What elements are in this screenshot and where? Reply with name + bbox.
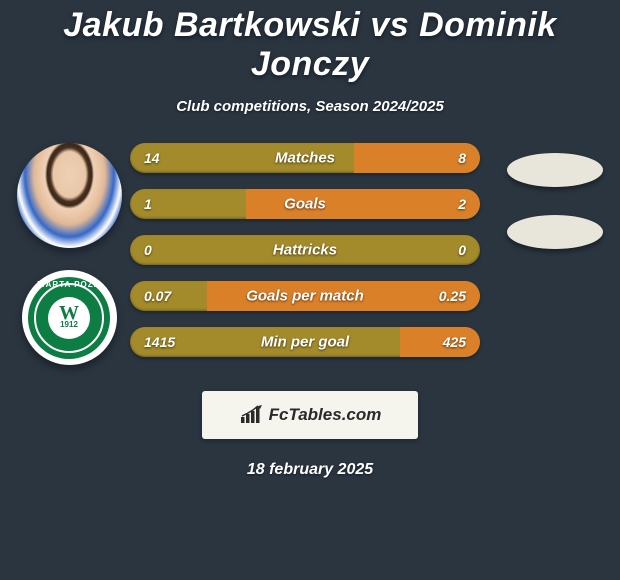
stat-left-value: 14 xyxy=(144,150,160,166)
stat-bar: 1415 Min per goal 425 xyxy=(130,327,480,357)
stat-right-value: 0 xyxy=(458,242,466,258)
left-column: WARTA POZN W 1912 xyxy=(0,143,130,373)
stat-right-value: 0.25 xyxy=(439,288,466,304)
watermark: FcTables.com xyxy=(202,391,418,439)
date-label: 18 february 2025 xyxy=(0,461,620,479)
stat-bar: 0 Hattricks 0 xyxy=(130,235,480,265)
stat-bar: 14 Matches 8 xyxy=(130,143,480,173)
stat-label: Hattricks xyxy=(273,242,337,259)
stat-label: Min per goal xyxy=(261,334,349,351)
page-title: Jakub Bartkowski vs Dominik Jonczy xyxy=(0,6,620,84)
stat-left-value: 0.07 xyxy=(144,288,171,304)
player-photo xyxy=(17,143,122,248)
stat-left-value: 1 xyxy=(144,196,152,212)
stat-right-value: 2 xyxy=(458,196,466,212)
chart-icon xyxy=(239,405,265,425)
club-arc-text: WARTA POZN xyxy=(38,280,101,289)
stat-label: Goals per match xyxy=(246,288,364,305)
silhouette-oval xyxy=(507,215,603,249)
stat-right-value: 8 xyxy=(458,150,466,166)
stat-fill xyxy=(246,189,481,219)
watermark-text: FcTables.com xyxy=(269,405,382,425)
stat-right-value: 425 xyxy=(443,334,466,350)
club-logo: WARTA POZN W 1912 xyxy=(22,270,117,365)
stat-left-value: 1415 xyxy=(144,334,175,350)
content-row: WARTA POZN W 1912 14 Matches 8 1 Goals 2 0 Hatt… xyxy=(0,143,620,373)
stats-column: 14 Matches 8 1 Goals 2 0 Hattricks 0 0.07 Goals pe… xyxy=(130,143,490,373)
stat-left-value: 0 xyxy=(144,242,152,258)
stat-bar: 1 Goals 2 xyxy=(130,189,480,219)
stat-bar: 0.07 Goals per match 0.25 xyxy=(130,281,480,311)
stat-fill xyxy=(400,327,481,357)
subtitle: Club competitions, Season 2024/2025 xyxy=(0,98,620,115)
club-logo-band xyxy=(34,283,104,353)
club-logo-inner: WARTA POZN W 1912 xyxy=(28,277,110,359)
silhouette-oval xyxy=(507,153,603,187)
stat-label: Matches xyxy=(275,150,335,167)
stat-label: Goals xyxy=(284,196,326,213)
right-column xyxy=(490,143,620,373)
